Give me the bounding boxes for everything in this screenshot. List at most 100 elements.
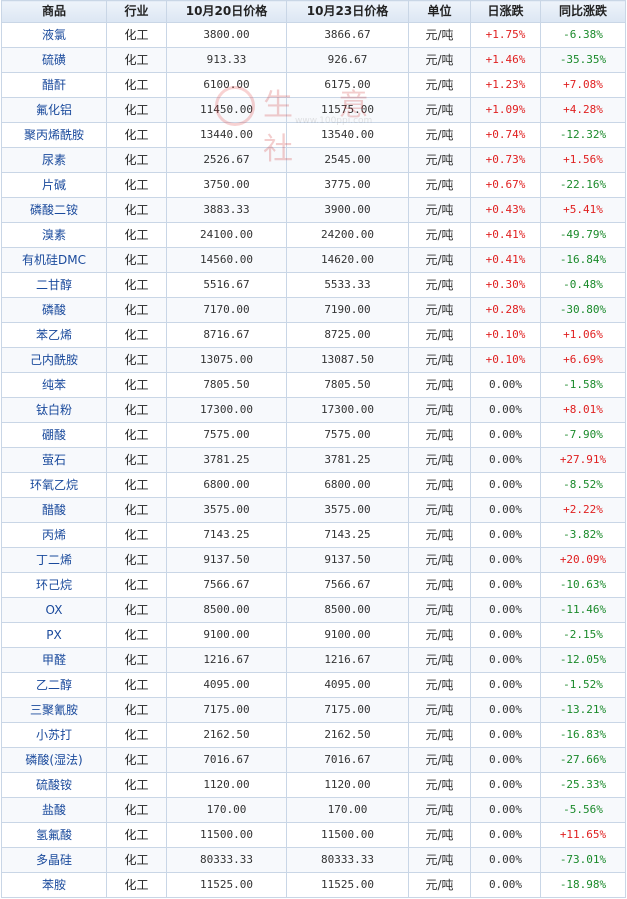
unit-cell: 元/吨: [408, 747, 471, 773]
commodity-name-link[interactable]: 磷酸: [1, 297, 107, 323]
unit-cell: 元/吨: [408, 72, 471, 98]
commodity-name-link[interactable]: 醋酸: [1, 497, 107, 523]
unit-cell: 元/吨: [408, 297, 471, 323]
commodity-name-link[interactable]: 小苏打: [1, 722, 107, 748]
commodity-name-link[interactable]: 丙烯: [1, 522, 107, 548]
industry-cell: 化工: [106, 47, 167, 73]
price1-cell: 9100.00: [166, 622, 287, 648]
header-yoy[interactable]: 同比涨跌: [540, 0, 626, 23]
commodity-name-link[interactable]: 丁二烯: [1, 547, 107, 573]
yoy-change-cell: +7.08%: [540, 72, 626, 98]
yoy-change-cell: -13.21%: [540, 697, 626, 723]
table-row: 磷酸二铵 化工 3883.33 3900.00 元/吨 +0.43% +5.41%: [1, 197, 626, 223]
commodity-name-link[interactable]: 尿素: [1, 147, 107, 173]
unit-cell: 元/吨: [408, 822, 471, 848]
price2-cell: 7175.00: [286, 697, 409, 723]
daily-change-cell: 0.00%: [470, 797, 541, 823]
commodity-name-link[interactable]: 有机硅DMC: [1, 247, 107, 273]
yoy-change-cell: -73.01%: [540, 847, 626, 873]
yoy-change-cell: -12.05%: [540, 647, 626, 673]
industry-cell: 化工: [106, 772, 167, 798]
price2-cell: 3866.67: [286, 22, 409, 48]
header-price2[interactable]: 10月23日价格: [286, 0, 409, 23]
commodity-name-link[interactable]: 己内酰胺: [1, 347, 107, 373]
table-row: 醋酸 化工 3575.00 3575.00 元/吨 0.00% +2.22%: [1, 497, 626, 523]
price2-cell: 1216.67: [286, 647, 409, 673]
yoy-change-cell: -35.35%: [540, 47, 626, 73]
price1-cell: 11500.00: [166, 822, 287, 848]
yoy-change-cell: -2.15%: [540, 622, 626, 648]
price2-cell: 6175.00: [286, 72, 409, 98]
daily-change-cell: +0.28%: [470, 297, 541, 323]
commodity-name-link[interactable]: 氢氟酸: [1, 822, 107, 848]
commodity-name-link[interactable]: 聚丙烯酰胺: [1, 122, 107, 148]
yoy-change-cell: +20.09%: [540, 547, 626, 573]
price2-cell: 24200.00: [286, 222, 409, 248]
table-row: 苯胺 化工 11525.00 11525.00 元/吨 0.00% -18.98%: [1, 872, 626, 898]
commodity-name-link[interactable]: OX: [1, 597, 107, 623]
price1-cell: 7175.00: [166, 697, 287, 723]
price1-cell: 7170.00: [166, 297, 287, 323]
yoy-change-cell: -27.66%: [540, 747, 626, 773]
industry-cell: 化工: [106, 822, 167, 848]
industry-cell: 化工: [106, 647, 167, 673]
daily-change-cell: 0.00%: [470, 822, 541, 848]
commodity-name-link[interactable]: 硫磺: [1, 47, 107, 73]
commodity-name-link[interactable]: 甲醛: [1, 647, 107, 673]
commodity-name-link[interactable]: 苯胺: [1, 872, 107, 898]
header-daily[interactable]: 日涨跌: [470, 0, 541, 23]
price2-cell: 3781.25: [286, 447, 409, 473]
header-unit[interactable]: 单位: [408, 0, 471, 23]
commodity-name-link[interactable]: 多晶硅: [1, 847, 107, 873]
table-row: 苯乙烯 化工 8716.67 8725.00 元/吨 +0.10% +1.06%: [1, 322, 626, 348]
commodity-name-link[interactable]: 萤石: [1, 447, 107, 473]
yoy-change-cell: +1.56%: [540, 147, 626, 173]
commodity-name-link[interactable]: 乙二醇: [1, 672, 107, 698]
price1-cell: 170.00: [166, 797, 287, 823]
commodity-name-link[interactable]: 氟化铝: [1, 97, 107, 123]
commodity-name-link[interactable]: 三聚氰胺: [1, 697, 107, 723]
header-industry[interactable]: 行业: [106, 0, 167, 23]
header-name[interactable]: 商品: [1, 0, 107, 23]
industry-cell: 化工: [106, 297, 167, 323]
price1-cell: 2526.67: [166, 147, 287, 173]
price2-cell: 13540.00: [286, 122, 409, 148]
commodity-name-link[interactable]: 纯苯: [1, 372, 107, 398]
daily-change-cell: +0.73%: [470, 147, 541, 173]
commodity-name-link[interactable]: 环己烷: [1, 572, 107, 598]
industry-cell: 化工: [106, 272, 167, 298]
commodity-name-link[interactable]: 二甘醇: [1, 272, 107, 298]
commodity-name-link[interactable]: 苯乙烯: [1, 322, 107, 348]
yoy-change-cell: +2.22%: [540, 497, 626, 523]
commodity-name-link[interactable]: PX: [1, 622, 107, 648]
daily-change-cell: 0.00%: [470, 772, 541, 798]
commodity-name-link[interactable]: 片碱: [1, 172, 107, 198]
commodity-name-link[interactable]: 钛白粉: [1, 397, 107, 423]
commodity-name-link[interactable]: 盐酸: [1, 797, 107, 823]
commodity-name-link[interactable]: 液氯: [1, 22, 107, 48]
commodity-name-link[interactable]: 溴素: [1, 222, 107, 248]
daily-change-cell: 0.00%: [470, 497, 541, 523]
daily-change-cell: +0.10%: [470, 322, 541, 348]
table-row: 液氯 化工 3800.00 3866.67 元/吨 +1.75% -6.38%: [1, 22, 626, 48]
daily-change-cell: 0.00%: [470, 847, 541, 873]
yoy-change-cell: -10.63%: [540, 572, 626, 598]
unit-cell: 元/吨: [408, 247, 471, 273]
yoy-change-cell: -16.83%: [540, 722, 626, 748]
price2-cell: 926.67: [286, 47, 409, 73]
industry-cell: 化工: [106, 422, 167, 448]
commodity-name-link[interactable]: 环氧乙烷: [1, 472, 107, 498]
price1-cell: 6100.00: [166, 72, 287, 98]
table-row: 硫酸铵 化工 1120.00 1120.00 元/吨 0.00% -25.33%: [1, 772, 626, 798]
price1-cell: 17300.00: [166, 397, 287, 423]
commodity-name-link[interactable]: 醋酐: [1, 72, 107, 98]
commodity-name-link[interactable]: 硼酸: [1, 422, 107, 448]
unit-cell: 元/吨: [408, 547, 471, 573]
commodity-name-link[interactable]: 磷酸二铵: [1, 197, 107, 223]
daily-change-cell: 0.00%: [470, 547, 541, 573]
commodity-name-link[interactable]: 硫酸铵: [1, 772, 107, 798]
commodity-name-link[interactable]: 磷酸(湿法): [1, 747, 107, 773]
price2-cell: 6800.00: [286, 472, 409, 498]
header-price1[interactable]: 10月20日价格: [166, 0, 287, 23]
